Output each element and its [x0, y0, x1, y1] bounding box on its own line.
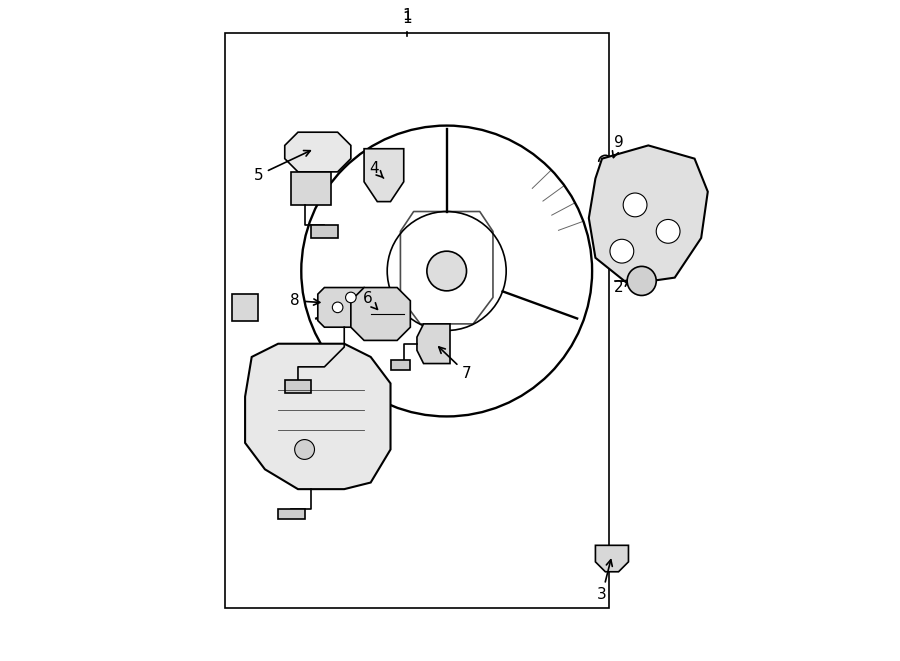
Polygon shape: [364, 149, 404, 202]
Circle shape: [427, 251, 466, 291]
Circle shape: [627, 266, 656, 295]
Circle shape: [656, 219, 680, 243]
Text: 5: 5: [254, 151, 310, 182]
Text: 7: 7: [439, 347, 472, 381]
Circle shape: [346, 292, 356, 303]
Circle shape: [610, 239, 634, 263]
Text: 6: 6: [363, 292, 377, 309]
Text: 3: 3: [598, 560, 612, 602]
Bar: [278, 509, 304, 519]
Text: 1: 1: [402, 8, 412, 23]
Circle shape: [294, 440, 314, 459]
Polygon shape: [284, 132, 351, 172]
Polygon shape: [292, 172, 331, 205]
Circle shape: [623, 193, 647, 217]
Text: 8: 8: [290, 293, 320, 308]
Polygon shape: [245, 344, 391, 489]
Polygon shape: [232, 294, 258, 321]
Polygon shape: [589, 145, 707, 284]
Text: 2: 2: [614, 280, 629, 295]
Bar: [391, 360, 410, 370]
Bar: [311, 225, 338, 238]
Polygon shape: [596, 545, 628, 572]
Text: 9: 9: [612, 135, 624, 157]
Circle shape: [332, 302, 343, 313]
Polygon shape: [351, 288, 410, 340]
Bar: [284, 380, 311, 393]
Bar: [225, 33, 608, 608]
Polygon shape: [417, 324, 450, 364]
Text: 4: 4: [369, 161, 383, 178]
Polygon shape: [318, 288, 364, 327]
Text: 1: 1: [402, 11, 412, 26]
